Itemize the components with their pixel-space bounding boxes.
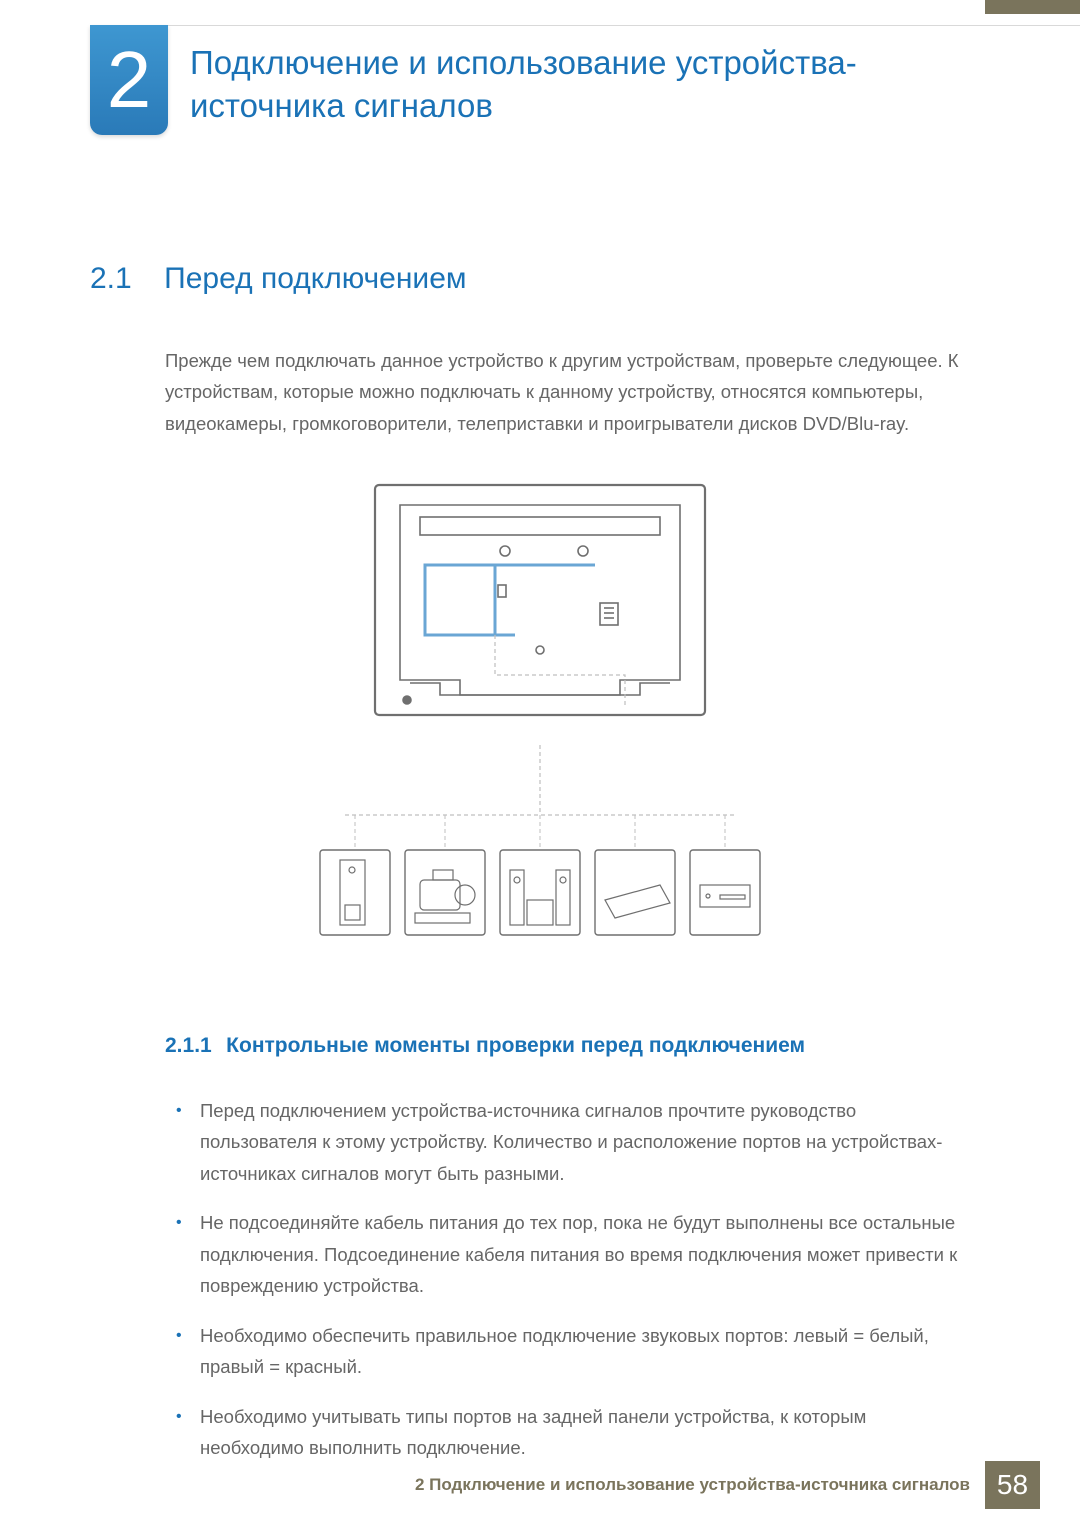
page-number: 58 xyxy=(985,1461,1040,1509)
diagram-container xyxy=(0,470,1080,960)
connection-diagram xyxy=(305,475,775,955)
checklist: Перед подключением устройства-источника … xyxy=(170,1095,975,1481)
list-item: Перед подключением устройства-источника … xyxy=(170,1095,975,1189)
subsection-number: 2.1.1 xyxy=(165,1034,212,1057)
footer-caption: 2 Подключение и использование устройства… xyxy=(415,1475,970,1495)
chapter-number-badge: 2 xyxy=(90,25,168,135)
list-item: Не подсоединяйте кабель питания до тех п… xyxy=(170,1207,975,1301)
chapter-title: Подключение и использование устройства-и… xyxy=(190,42,980,128)
section-title: Перед подключением xyxy=(164,262,466,295)
list-item: Необходимо учитывать типы портов на задн… xyxy=(170,1401,975,1464)
subsection-heading: 2.1.1 Контрольные моменты проверки перед… xyxy=(165,1034,975,1058)
subsection-title: Контрольные моменты проверки перед подкл… xyxy=(226,1034,805,1057)
list-item: Необходимо обеспечить правильное подключ… xyxy=(170,1320,975,1383)
section-heading: 2.1 Перед подключением xyxy=(90,262,970,296)
top-rule xyxy=(90,25,1080,26)
top-accent-band xyxy=(985,0,1080,14)
section-number: 2.1 xyxy=(90,262,132,296)
section-intro-paragraph: Прежде чем подключать данное устройство … xyxy=(165,345,975,439)
